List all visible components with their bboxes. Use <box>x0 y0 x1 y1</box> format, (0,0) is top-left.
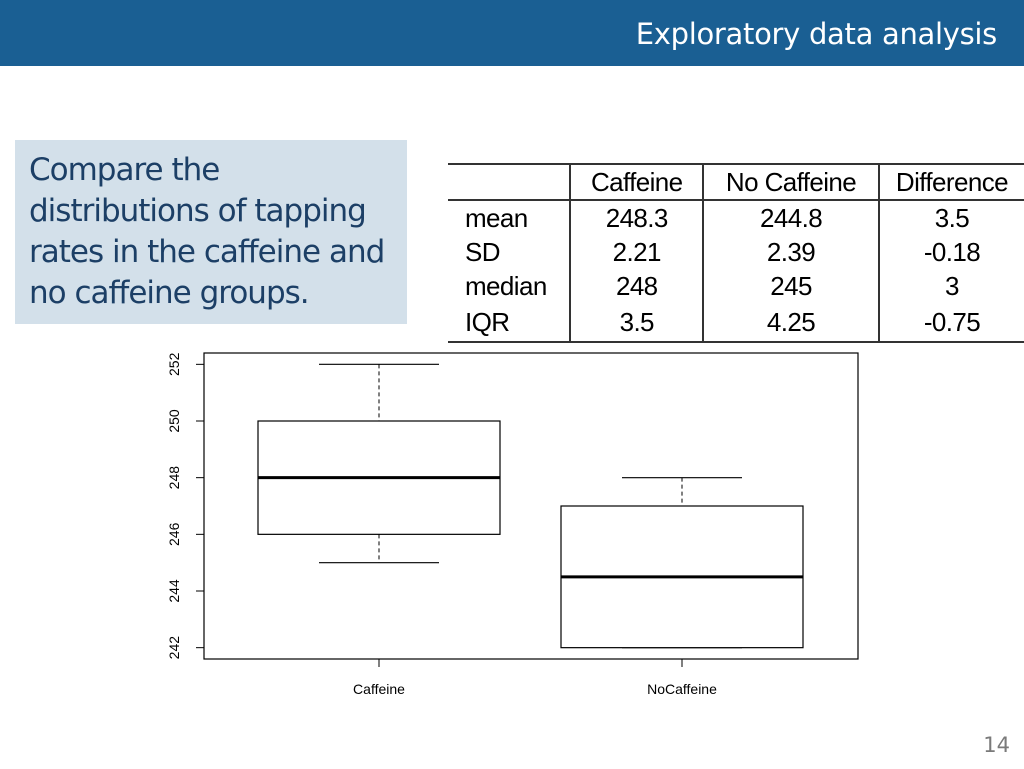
table-header-blank <box>448 163 572 201</box>
row-label-mean: mean <box>448 200 572 235</box>
stats-table: Caffeine No Caffeine Difference mean 248… <box>448 163 1024 343</box>
y-tick-label: 252 <box>166 352 182 376</box>
cell-median-caffeine: 248 <box>570 269 705 303</box>
cell-iqr-caffeine: 3.5 <box>570 303 705 343</box>
cell-sd-caffeine: 2.21 <box>570 235 705 269</box>
row-label-sd: SD <box>448 235 572 269</box>
cell-mean-difference: 3.5 <box>934 202 970 233</box>
cell-iqr-difference: -0.75 <box>878 303 1024 343</box>
prompt-text: Compare the distributions of tapping rat… <box>29 152 385 311</box>
cell-mean-no-caffeine: 244.8 <box>703 200 880 235</box>
cell-sd-difference: -0.18 <box>923 236 981 267</box>
y-tick-label: 244 <box>166 579 182 603</box>
row-label-median: median <box>448 269 572 303</box>
y-tick-label: 246 <box>166 522 182 546</box>
table-header-no-caffeine: No Caffeine <box>703 163 880 201</box>
y-tick-label: 248 <box>166 466 182 490</box>
table-header-difference: Difference <box>878 163 1024 201</box>
cell-median-difference: 3 <box>945 270 959 301</box>
table-header-caffeine: Caffeine <box>570 163 705 201</box>
table-row: SD 2.21 2.39 -0.18 <box>448 235 1024 269</box>
slide-title: Exploratory data analysis <box>635 17 998 51</box>
page-number: 14 <box>983 733 1010 757</box>
x-tick-label: NoCaffeine <box>647 681 717 697</box>
y-tick-label: 250 <box>166 409 182 433</box>
y-tick-label: 242 <box>166 636 182 660</box>
plot-frame <box>203 352 859 660</box>
cell-sd-no-caffeine: 2.39 <box>703 235 880 269</box>
table-row: mean 248.3 244.8 3.5 <box>448 200 1024 235</box>
table-row: median 248 245 3 <box>448 269 1024 303</box>
x-tick-label: Caffeine <box>353 681 405 697</box>
cell-mean-caffeine: 248.3 <box>570 200 705 235</box>
table-header-row: Caffeine No Caffeine Difference <box>448 163 1024 201</box>
cell-median-no-caffeine: 245 <box>703 269 880 303</box>
prompt-box: Compare the distributions of tapping rat… <box>15 140 407 324</box>
header-bar: Exploratory data analysis <box>0 0 1024 66</box>
cell-iqr-no-caffeine: 4.25 <box>703 303 880 343</box>
table-row: IQR 3.5 4.25 -0.75 <box>448 303 1024 343</box>
row-label-iqr: IQR <box>448 303 572 343</box>
